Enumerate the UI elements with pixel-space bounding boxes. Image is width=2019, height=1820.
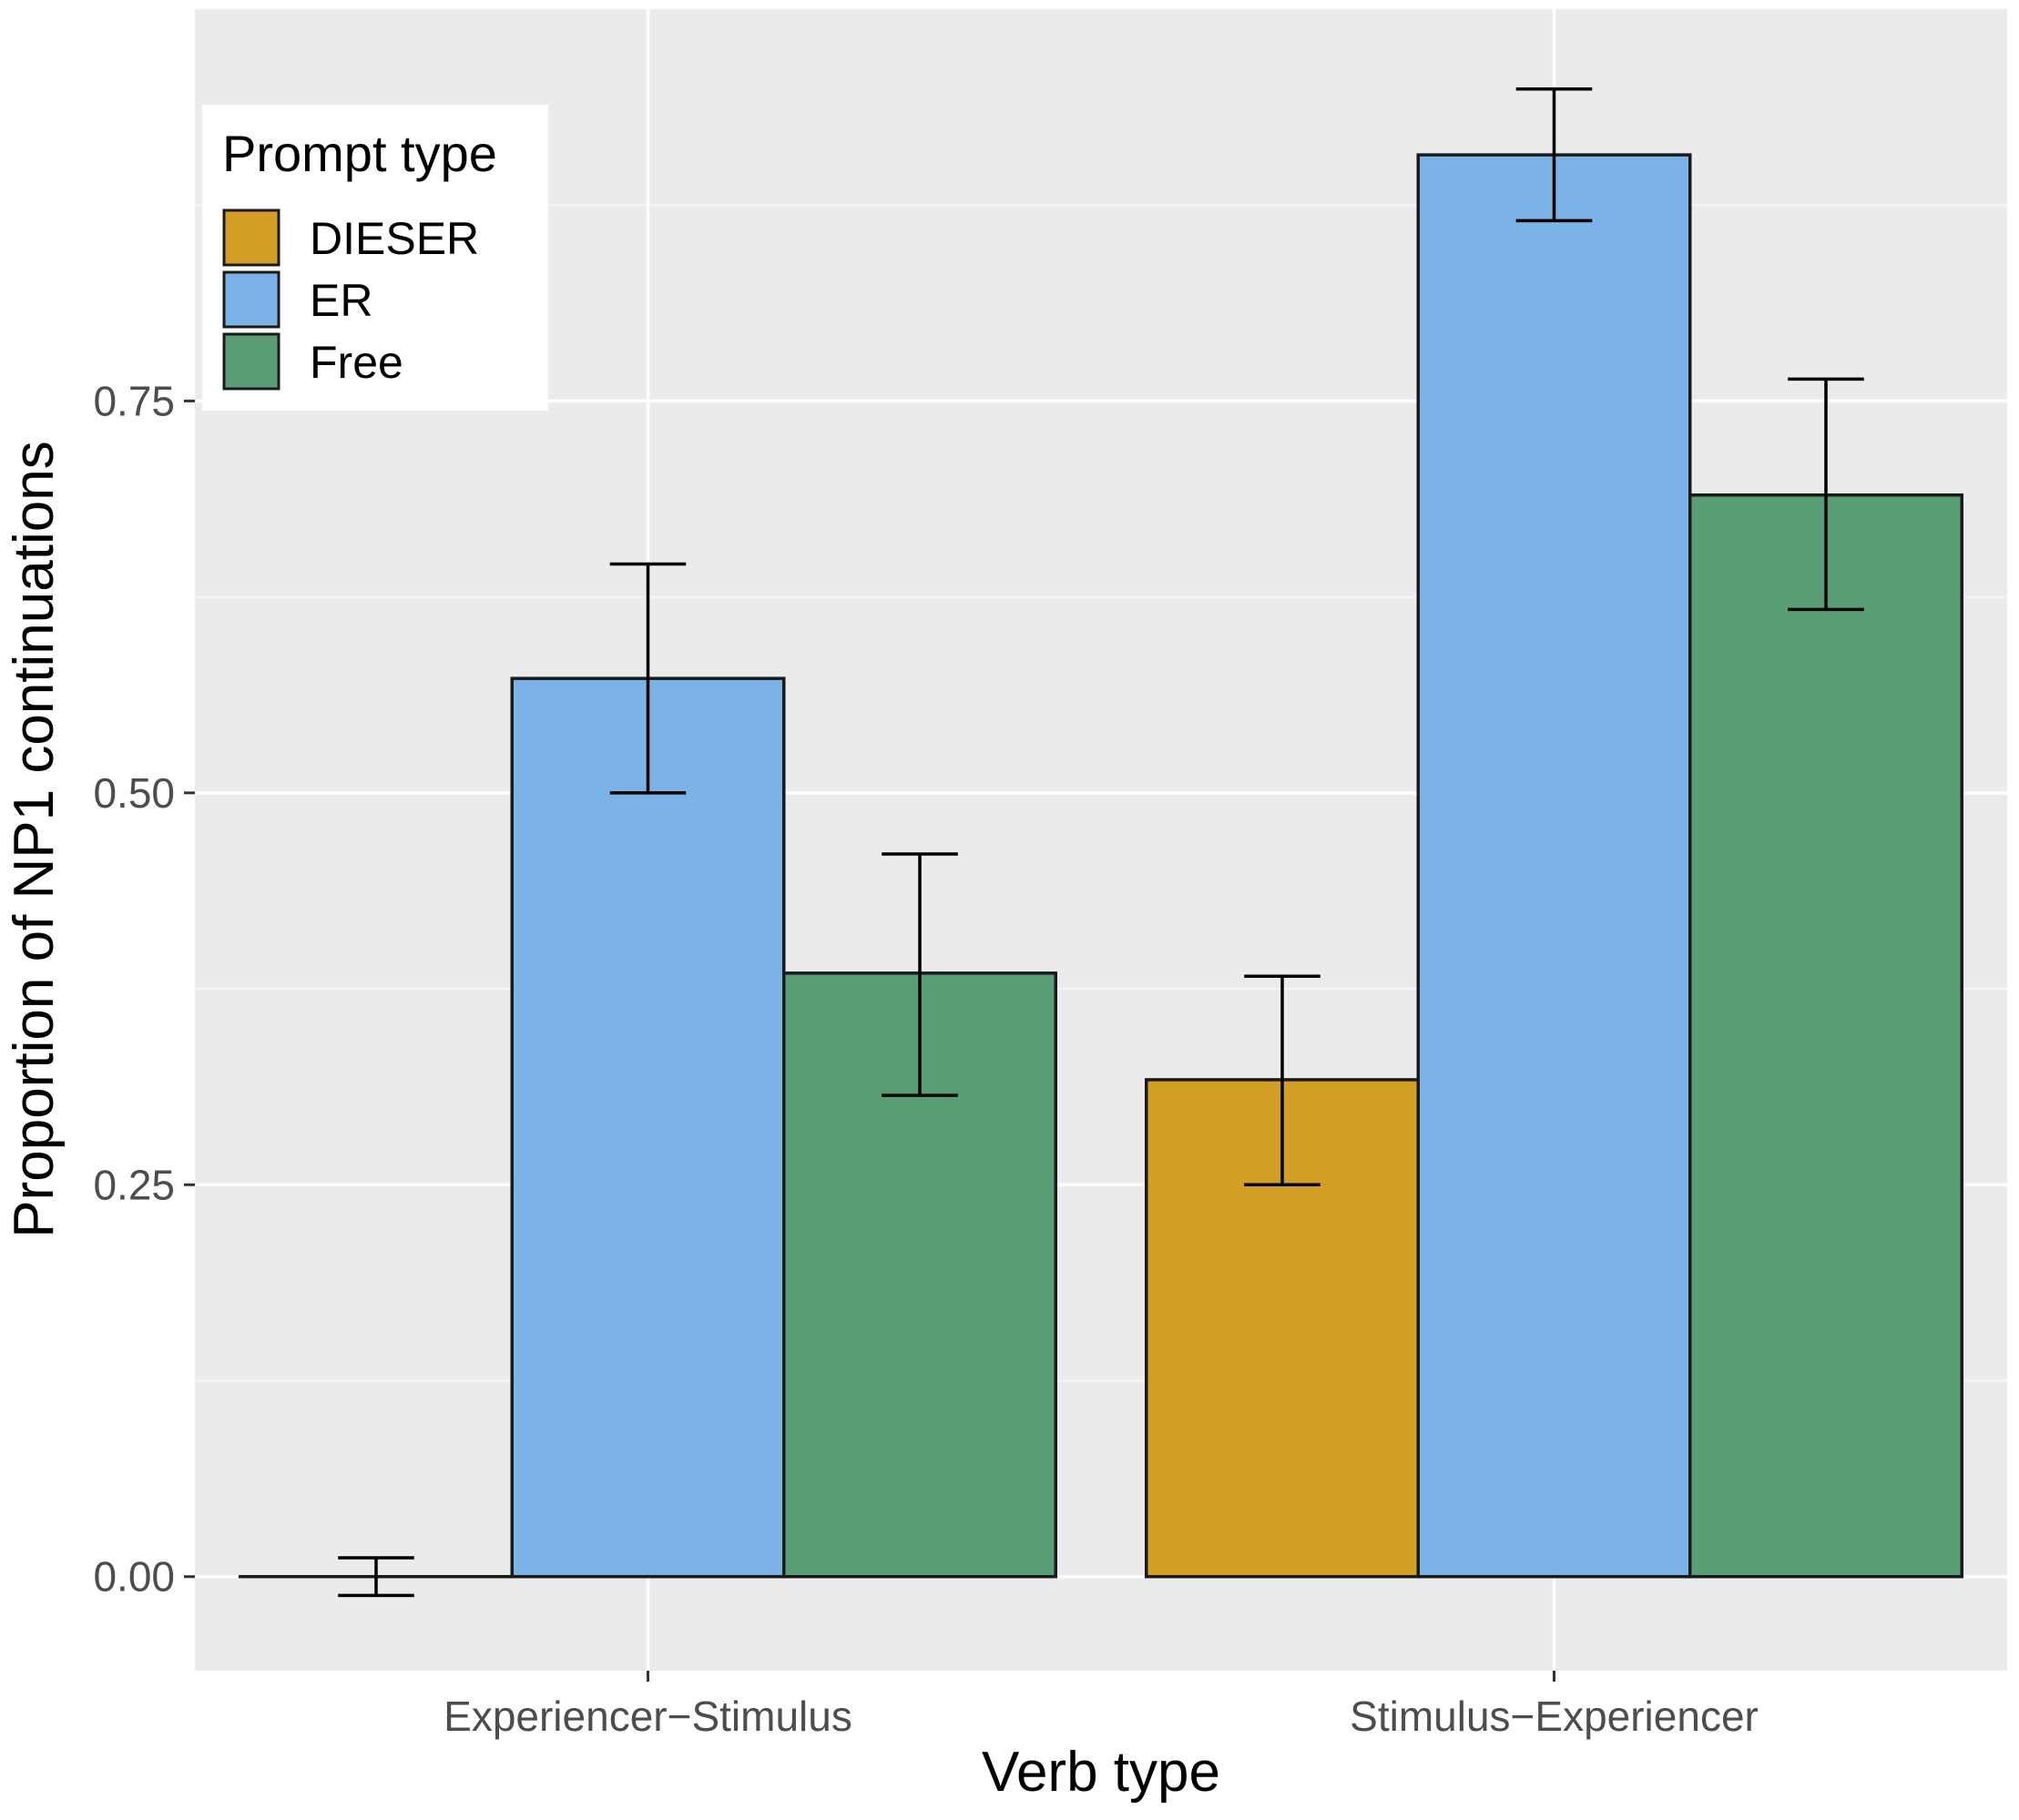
bar-er-1 (510, 676, 786, 1579)
bar-er-2 (1416, 153, 1692, 1579)
legend-label-er: ER (310, 275, 372, 326)
x-axis: Experiencer−Stimulus Stimulus−Experiencer (444, 1671, 1759, 1740)
x-tick-label: Experiencer−Stimulus (444, 1693, 852, 1740)
error-bar-dieser-2 (1244, 974, 1321, 1187)
y-tick-label: 0.75 (93, 377, 175, 424)
legend-key-dieser (222, 208, 280, 267)
x-axis-title: Verb type (982, 1741, 1220, 1804)
error-bar-er-2 (1515, 87, 1593, 223)
y-axis: 0.00 0.25 0.50 0.75 (93, 377, 195, 1601)
legend-key-free (222, 332, 280, 391)
error-bar-free-1 (882, 852, 958, 1097)
y-tick-label: 0.25 (93, 1161, 175, 1208)
legend-label-free: Free (310, 337, 403, 388)
y-axis-title: Proportion of NP1 continuations (3, 441, 66, 1237)
legend-key-er (222, 270, 280, 329)
y-tick-label: 0.50 (93, 769, 175, 817)
bar-free-2 (1688, 493, 1963, 1579)
legend: Prompt type DIESER ER Free (202, 105, 548, 411)
error-bar-free-2 (1788, 377, 1864, 612)
y-tick-label: 0.00 (93, 1553, 175, 1601)
error-bar-dieser-1 (338, 1556, 414, 1598)
error-bar-er-1 (609, 562, 687, 795)
x-tick-label: Stimulus−Experiencer (1350, 1693, 1759, 1740)
legend-title: Prompt type (222, 125, 497, 182)
error-bars (338, 87, 1864, 1598)
legend-label-dieser: DIESER (310, 213, 479, 264)
